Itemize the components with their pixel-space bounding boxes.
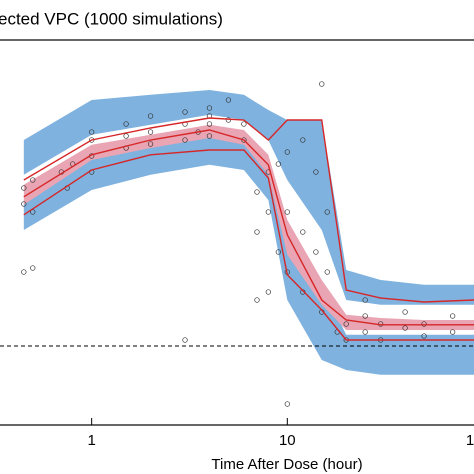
observation	[147, 113, 154, 119]
observed-percentile-line	[23, 149, 474, 341]
observation	[182, 337, 188, 343]
observed-percentile-line	[23, 117, 474, 303]
observation	[300, 229, 306, 235]
observation	[182, 109, 188, 115]
observation	[206, 121, 213, 127]
observation	[254, 189, 260, 195]
observation	[449, 313, 456, 319]
chart-title: ected VPC (1000 simulations)	[0, 9, 223, 28]
observation	[89, 129, 95, 135]
observation	[254, 297, 260, 303]
observation	[449, 329, 456, 335]
observation	[30, 177, 36, 183]
x-tick-label: 1	[87, 432, 95, 449]
observation	[324, 269, 330, 275]
observation	[265, 289, 271, 295]
observation	[182, 137, 188, 143]
observation	[254, 229, 260, 235]
observation	[275, 161, 282, 167]
observation	[225, 97, 232, 103]
prediction-band	[23, 134, 474, 375]
observation	[123, 133, 129, 139]
observation	[324, 209, 330, 215]
x-axis-label: Time After Dose (hour)	[211, 456, 362, 473]
observation	[241, 121, 247, 127]
observation	[147, 141, 154, 147]
plot-frame	[0, 39, 474, 426]
observation	[265, 209, 271, 215]
observation	[362, 297, 368, 303]
observation	[300, 137, 306, 143]
observation	[225, 117, 232, 123]
observation	[123, 121, 129, 127]
observation	[284, 209, 290, 215]
observation	[206, 133, 213, 139]
observation	[21, 269, 27, 275]
x-tick-label: 1	[466, 432, 474, 449]
observation	[362, 313, 368, 319]
observation	[206, 105, 213, 111]
prediction-band	[23, 90, 474, 305]
observation	[284, 149, 290, 155]
observation	[275, 249, 282, 255]
observation	[343, 321, 349, 327]
observation	[362, 329, 368, 335]
observation	[421, 333, 427, 339]
observation	[313, 249, 319, 255]
observation	[147, 129, 154, 135]
observation	[421, 321, 427, 327]
observation	[319, 81, 325, 87]
observation	[313, 169, 319, 175]
observation	[21, 201, 27, 207]
observed-percentile-line	[23, 129, 474, 326]
observation	[21, 185, 27, 191]
observation	[402, 325, 408, 331]
observation	[30, 265, 36, 271]
observation	[284, 401, 290, 407]
x-tick-label: 10	[279, 432, 296, 449]
observation	[402, 309, 408, 315]
